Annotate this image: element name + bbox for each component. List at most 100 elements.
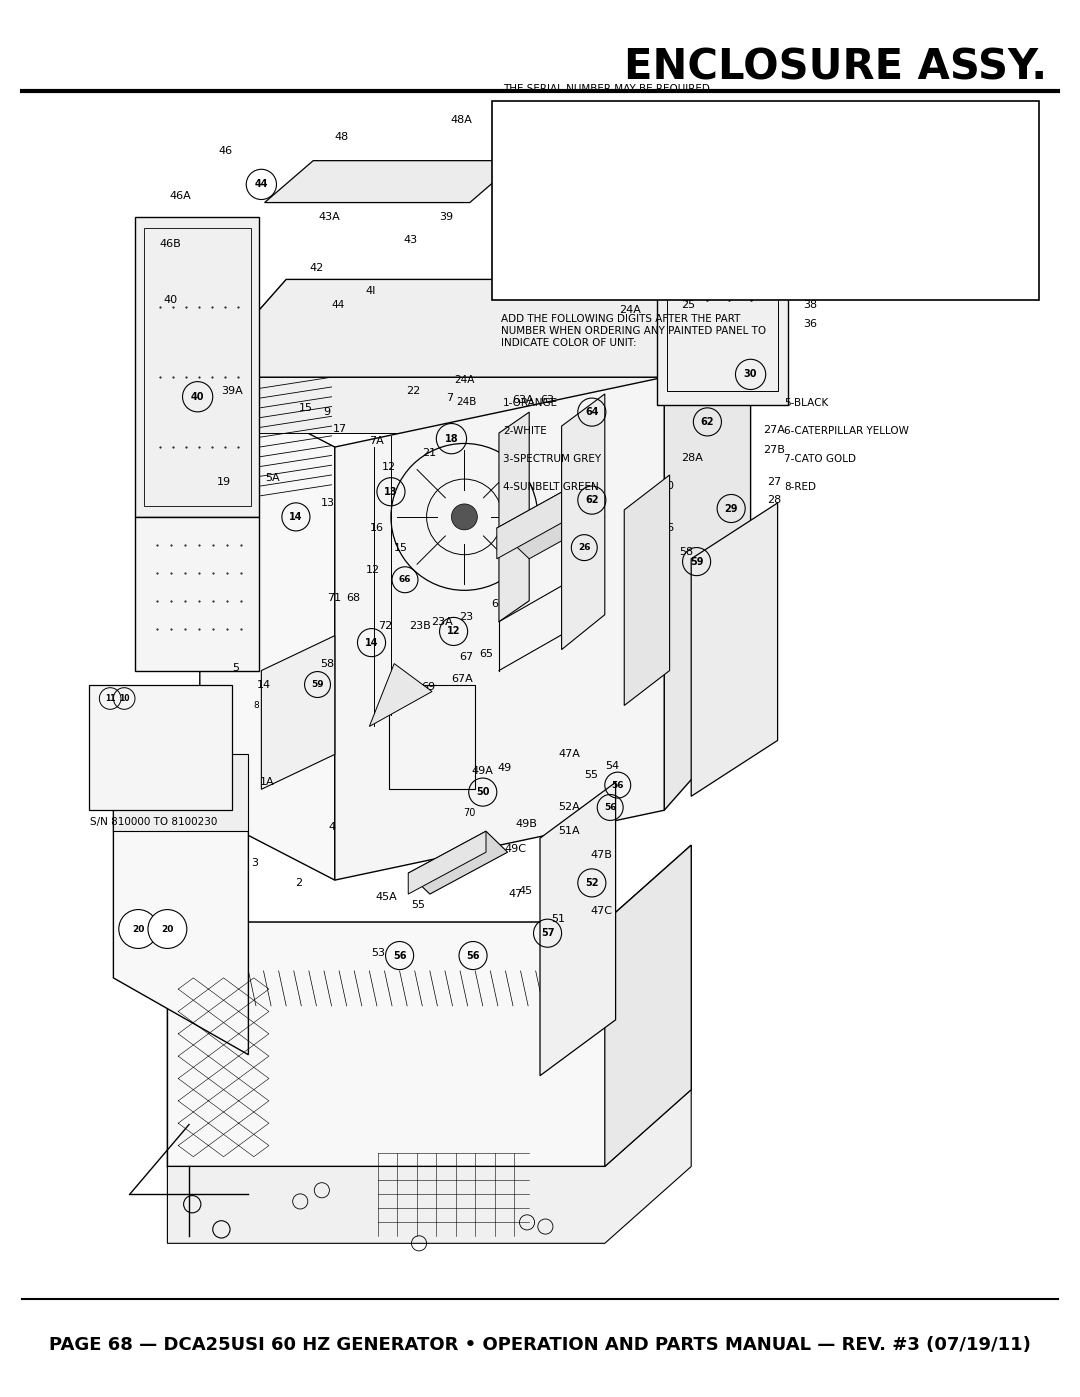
Text: 47: 47	[508, 888, 523, 900]
Text: 3-SPECTRUM GREY: 3-SPECTRUM GREY	[503, 454, 602, 464]
Text: 63: 63	[541, 394, 554, 405]
Text: 43: 43	[403, 235, 418, 246]
Text: 27B: 27B	[764, 444, 785, 455]
Text: 50: 50	[476, 787, 489, 798]
Text: 38: 38	[802, 299, 818, 310]
Text: 53: 53	[372, 947, 384, 958]
Text: 70: 70	[463, 807, 476, 819]
Polygon shape	[265, 161, 518, 203]
Polygon shape	[562, 394, 605, 650]
Text: 42: 42	[309, 263, 324, 274]
Text: 44: 44	[433, 190, 446, 201]
Text: 38: 38	[795, 282, 808, 291]
Text: 28A: 28A	[681, 453, 703, 464]
Text: 22: 22	[406, 386, 421, 397]
Text: 14: 14	[365, 637, 378, 648]
Text: 31: 31	[772, 201, 785, 212]
Text: 30: 30	[744, 369, 757, 380]
Text: 72: 72	[378, 620, 393, 631]
Text: 8: 8	[204, 701, 211, 710]
Circle shape	[451, 504, 477, 529]
Text: S/N 810000 TO 8100230: S/N 810000 TO 8100230	[90, 817, 217, 827]
Text: 59: 59	[311, 680, 324, 689]
Text: 7: 7	[446, 393, 453, 404]
Text: 23A: 23A	[431, 616, 453, 627]
Text: 71: 71	[326, 592, 341, 604]
Text: 39: 39	[438, 211, 454, 222]
Text: 28: 28	[767, 495, 782, 506]
Text: 10A: 10A	[116, 705, 133, 714]
Text: 40: 40	[191, 391, 204, 402]
Polygon shape	[664, 279, 751, 810]
Text: 13: 13	[384, 486, 397, 497]
Text: 56: 56	[611, 781, 624, 789]
Text: 43A: 43A	[319, 211, 340, 222]
Text: IB: IB	[168, 692, 177, 700]
Text: 62: 62	[701, 416, 714, 427]
Text: 12: 12	[365, 564, 380, 576]
Polygon shape	[691, 503, 778, 796]
Polygon shape	[167, 845, 691, 1166]
Text: 45A: 45A	[376, 891, 397, 902]
Text: 27A: 27A	[764, 425, 785, 436]
Text: 44: 44	[255, 179, 268, 190]
Text: 32: 32	[713, 173, 728, 184]
Text: 2-WHITE: 2-WHITE	[503, 426, 548, 436]
Text: 16: 16	[370, 522, 383, 534]
Bar	[492, 101, 1039, 300]
Text: 60: 60	[661, 481, 674, 492]
Text: 49: 49	[497, 763, 512, 774]
Text: 48: 48	[334, 131, 349, 142]
Text: 46B: 46B	[160, 239, 181, 250]
Text: 63A: 63A	[512, 394, 534, 405]
Text: 5: 5	[232, 662, 239, 673]
Text: 10: 10	[117, 687, 127, 696]
Text: 33: 33	[735, 235, 748, 246]
Text: 5A: 5A	[265, 472, 280, 483]
Text: 20: 20	[132, 925, 145, 933]
Text: 68: 68	[346, 592, 361, 604]
Text: 15: 15	[299, 402, 312, 414]
Text: 58: 58	[320, 658, 335, 669]
Text: 9: 9	[324, 407, 330, 418]
Text: 56: 56	[467, 950, 480, 961]
Circle shape	[119, 909, 158, 949]
Text: 67: 67	[459, 651, 474, 662]
Text: 24B: 24B	[457, 397, 476, 408]
Polygon shape	[497, 486, 572, 559]
Text: 14: 14	[256, 679, 271, 690]
Text: 4: 4	[328, 821, 335, 833]
Text: 46: 46	[218, 145, 233, 156]
Text: 8: 8	[253, 701, 259, 710]
Text: 34: 34	[768, 134, 783, 145]
Text: THE SERIAL NUMBER MAY BE REQUIRED.: THE SERIAL NUMBER MAY BE REQUIRED.	[503, 84, 714, 94]
Text: 12: 12	[447, 626, 460, 637]
Text: 26: 26	[578, 543, 591, 552]
Text: 18: 18	[445, 433, 458, 444]
Text: 11: 11	[105, 694, 116, 703]
Text: 13: 13	[322, 497, 335, 509]
Text: PAGE 68 — DCA25USI 60 HZ GENERATOR • OPERATION AND PARTS MANUAL — REV. #3 (07/19: PAGE 68 — DCA25USI 60 HZ GENERATOR • OPE…	[49, 1337, 1031, 1354]
Text: 59: 59	[690, 556, 703, 567]
Polygon shape	[369, 664, 432, 726]
Text: 66: 66	[399, 576, 411, 584]
Text: ADD THE FOLLOWING DIGITS AFTER THE PART
NUMBER WHEN ORDERING ANY PAINTED PANEL T: ADD THE FOLLOWING DIGITS AFTER THE PART …	[501, 314, 766, 348]
Text: 12: 12	[381, 461, 396, 472]
Text: 26: 26	[660, 522, 675, 534]
Text: 39A: 39A	[221, 386, 243, 397]
Polygon shape	[135, 217, 259, 517]
Text: 19: 19	[216, 476, 231, 488]
Text: 14: 14	[289, 511, 302, 522]
Text: 49A: 49A	[472, 766, 494, 777]
Polygon shape	[499, 412, 529, 622]
Polygon shape	[113, 754, 248, 1055]
Text: 46A: 46A	[170, 190, 191, 201]
Polygon shape	[135, 517, 259, 671]
Text: 62: 62	[585, 495, 598, 506]
Text: 61: 61	[577, 469, 590, 481]
Text: 4-SUNBELT GREEN: 4-SUNBELT GREEN	[503, 482, 599, 492]
Polygon shape	[540, 782, 616, 1076]
Polygon shape	[497, 486, 605, 559]
Text: 40: 40	[492, 115, 508, 126]
Polygon shape	[624, 475, 670, 705]
